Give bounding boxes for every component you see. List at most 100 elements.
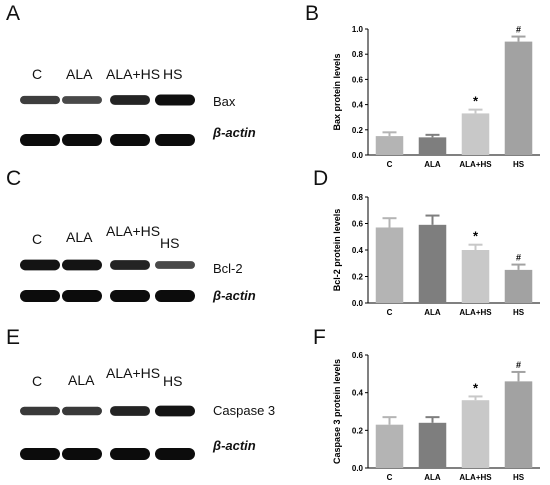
significance-mark: # [516,360,521,370]
loading-control-label: β-actin [213,288,256,303]
caspase3-bar-chart: Caspase 3 protein levels 0.0 0.2 0.4 0.6 C ALA… [332,351,540,482]
y-tick-label: 0.8 [352,50,364,59]
y-tick-label: 0.0 [352,299,364,308]
protein-band [155,261,195,269]
y-tick-label: 0.2 [352,273,364,282]
bar [418,422,447,468]
lane-label: ALA [68,372,95,388]
protein-band [110,95,150,105]
lane-label: ALA [66,229,93,245]
y-tick-label: 0.6 [352,351,364,360]
actin-band [20,290,60,302]
protein-band [62,406,102,416]
lane-label: C [32,231,43,247]
lane-label: C [32,66,43,82]
blot-bands [20,259,195,302]
blot-bands [20,94,195,146]
bcl2-bar-chart: Bcl-2 protein levels 0.0 0.2 0.4 0.6 0.8 C ALA *… [332,193,540,317]
protein-band [62,96,102,104]
y-tick-label: 0.6 [352,75,364,84]
western-blot-bcl2: C ALA ALA+HS HS Bcl-2 β-actin [0,165,300,325]
protein-band [110,406,150,416]
y-tick-label: 1.0 [352,25,364,34]
actin-band [155,448,195,460]
lane-label: HS [163,373,183,389]
y-axis-label: Bcl-2 protein levels [332,209,342,292]
bar [461,400,490,468]
y-tick-label: 0.4 [352,389,364,398]
y-tick-label: 0.0 [352,151,364,160]
x-tick-label: HS [513,160,525,169]
panel-letter-a: A [6,2,21,25]
y-tick-label: 0.2 [352,426,364,435]
bar [504,269,533,303]
y-tick-label: 0.4 [352,246,364,255]
x-tick-label: ALA [424,160,441,169]
bar [418,137,447,155]
panel-letter-c: C [6,167,22,190]
blot-bands [20,405,195,460]
x-tick-label: ALA [424,473,441,482]
significance-mark: * [473,380,479,395]
x-tick-label: ALA+HS [459,473,492,482]
y-axis-label: Caspase 3 protein levels [332,359,342,464]
y-tick-label: 0.6 [352,220,364,229]
actin-band [20,134,60,146]
actin-band [110,290,150,302]
y-tick-label: 0.4 [352,101,364,110]
bar [375,227,404,303]
protein-band [155,94,195,106]
x-tick-label: C [387,308,393,317]
loading-control-label: β-actin [213,438,256,453]
actin-band [62,290,102,302]
x-tick-label: ALA+HS [459,308,492,317]
actin-band [110,448,150,460]
lane-label: HS [160,235,180,251]
bar [504,381,533,468]
lane-label: HS [163,66,183,82]
lane-label: ALA [66,66,93,82]
protein-band [110,260,150,270]
protein-band [62,259,102,271]
lane-label: ALA+HS [106,365,161,381]
western-blot-caspase3: C ALA ALA+HS HS Caspase 3 β-actin [0,325,300,485]
significance-mark: # [516,25,521,35]
lane-label: C [32,373,43,389]
x-tick-label: ALA+HS [459,160,492,169]
panel-letter-d: D [313,167,329,190]
x-tick-label: C [387,473,393,482]
western-blot-bax: C ALA ALA+HS HS Bax β-actin [0,0,300,165]
significance-mark: * [473,94,479,109]
y-tick-label: 0.0 [352,464,364,473]
significance-mark: * [473,229,479,244]
actin-band [155,134,195,146]
actin-band [155,290,195,302]
panel-letter-b: B [305,2,320,25]
panel-letter-e: E [6,326,21,349]
protein-band [20,95,60,105]
protein-band [155,405,195,417]
protein-band [20,259,60,271]
actin-band [62,134,102,146]
x-tick-label: HS [513,308,525,317]
bar [461,113,490,155]
x-tick-label: ALA [424,308,441,317]
loading-control-label: β-actin [213,125,256,140]
bar [418,224,447,303]
bar [461,250,490,303]
protein-label: Bcl-2 [213,261,243,276]
lane-label: ALA+HS [106,66,161,82]
bar [504,41,533,155]
bar [375,136,404,155]
panel-letter-f: F [313,326,326,349]
lane-label: ALA+HS [106,223,161,239]
protein-label: Caspase 3 [213,403,276,418]
actin-band [62,448,102,460]
protein-label: Bax [213,94,236,109]
actin-band [20,448,60,460]
x-tick-label: HS [513,473,525,482]
y-tick-label: 0.8 [352,193,364,202]
protein-band [20,406,60,416]
y-axis-label: Bax protein levels [332,53,342,130]
actin-band [110,134,150,146]
